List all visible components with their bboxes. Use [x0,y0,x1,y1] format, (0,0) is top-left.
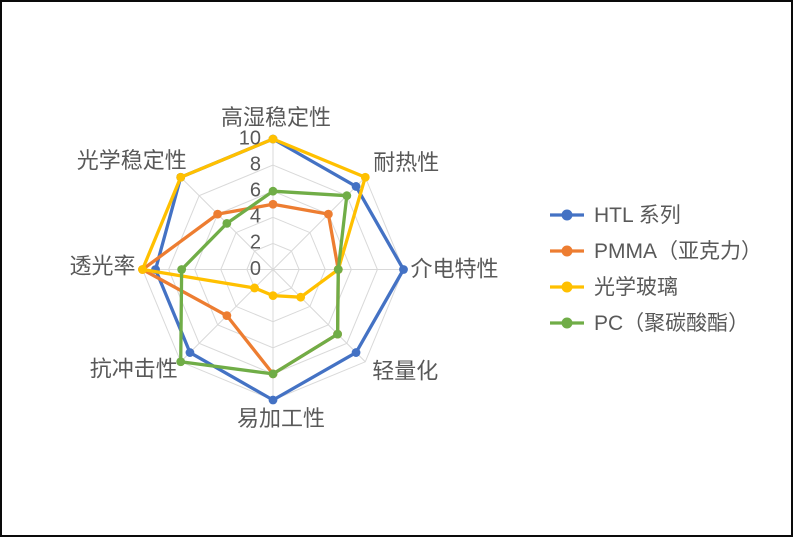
chart-legend: HTL 系列 PMMA（亚克力） 光学玻璃 PC（聚碳酸酯） [550,197,762,341]
series-0-point-5 [185,348,195,357]
axis-label-6: 透光率 [69,253,135,278]
series-3-point-6 [177,265,187,274]
grid-spoke-3 [272,269,366,363]
series-3-point-2 [333,265,343,274]
series-2-point-3 [296,292,306,302]
legend-label: PMMA（亚克力） [594,239,762,263]
grid-ring-4 [220,216,326,323]
legend-marker-icon [550,317,584,329]
series-2-point-5 [250,283,259,293]
axis-label-0: 高湿稳定性 [221,105,331,130]
axis-label-2: 介电特性 [411,256,499,281]
axis-label-5: 抗冲击性 [90,357,178,382]
legend-item-3: PC（聚碳酸酯） [550,305,762,341]
axis-label-4: 易加工性 [237,406,325,431]
series-1-point-0 [268,199,278,209]
series-3-point-3 [333,329,342,339]
legend-label: HTL 系列 [594,203,681,227]
tick-label-0: 0 [250,258,261,280]
series-1-point-1 [323,209,333,219]
series-3-point-4 [268,369,278,379]
legend-marker-icon [550,281,584,293]
series-2-point-4 [268,291,278,300]
series-1-point-7 [213,209,223,219]
series-3-point-1 [342,191,352,201]
tick-label-10: 10 [239,127,261,149]
series-3-point-7 [222,218,232,228]
legend-item-0: HTL 系列 [550,197,762,233]
series-line-1 [140,202,340,376]
legend-label: 光学玻璃 [594,275,678,299]
tick-label-8: 8 [250,153,261,175]
legend-item-2: 光学玻璃 [550,269,762,305]
series-2-point-7 [176,172,186,182]
legend-item-1: PMMA（亚克力） [550,233,762,269]
series-3-point-5 [176,357,186,367]
series-0-point-4 [268,395,278,405]
tick-label-6: 6 [250,179,261,201]
axis-label-7: 光学稳定性 [77,148,187,173]
axis-label-3: 轻量化 [372,359,438,384]
legend-label: PC（聚碳酸酯） [594,311,750,335]
series-0-point-2 [399,265,408,274]
series-2-point-6 [138,265,147,274]
grid-ring-6 [194,190,352,349]
series-0-point-1 [351,182,361,191]
series-2-point-0 [268,134,278,144]
series-3-point-0 [268,186,278,196]
series-2-point-1 [360,172,370,182]
legend-marker-icon [550,245,584,257]
legend-marker-icon [550,209,584,221]
series-1-point-5 [222,311,232,321]
tick-label-4: 4 [250,206,261,228]
tick-label-2: 2 [250,232,261,254]
axis-label-1: 耐热性 [373,150,439,175]
series-0-point-3 [351,348,361,357]
